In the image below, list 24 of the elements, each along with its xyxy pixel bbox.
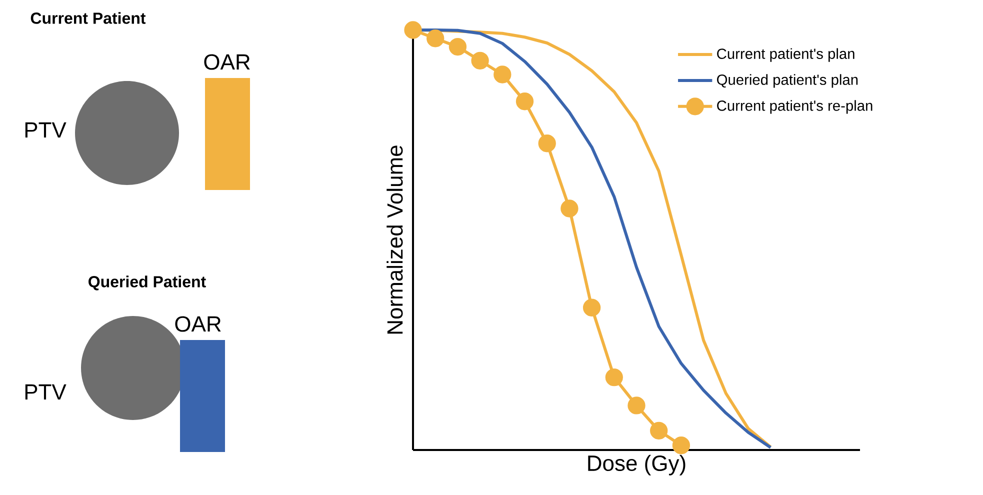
point xyxy=(582,298,601,316)
point xyxy=(494,66,512,84)
legend-label: Current patient's plan xyxy=(717,48,854,62)
point xyxy=(448,38,467,56)
text: OAR xyxy=(204,54,250,70)
text: PTV xyxy=(25,384,66,400)
point xyxy=(672,436,690,454)
point xyxy=(650,422,668,440)
point xyxy=(404,21,422,39)
x-axis-title: Dose (Gy) xyxy=(588,454,686,476)
y-axis-title: Normalized Volume xyxy=(386,146,403,334)
point xyxy=(560,200,578,218)
point xyxy=(538,134,556,152)
point xyxy=(516,92,534,110)
text: Current Patient xyxy=(30,12,146,24)
text: OAR xyxy=(175,316,221,332)
legend-label: Current patient's re-plan xyxy=(717,100,872,114)
point xyxy=(628,396,646,414)
point xyxy=(605,368,623,386)
point xyxy=(426,30,444,48)
text: PTV xyxy=(25,122,66,138)
legend-label: Queried patient's plan xyxy=(717,74,858,88)
text: Queried Patient xyxy=(88,276,206,290)
point xyxy=(471,52,489,70)
